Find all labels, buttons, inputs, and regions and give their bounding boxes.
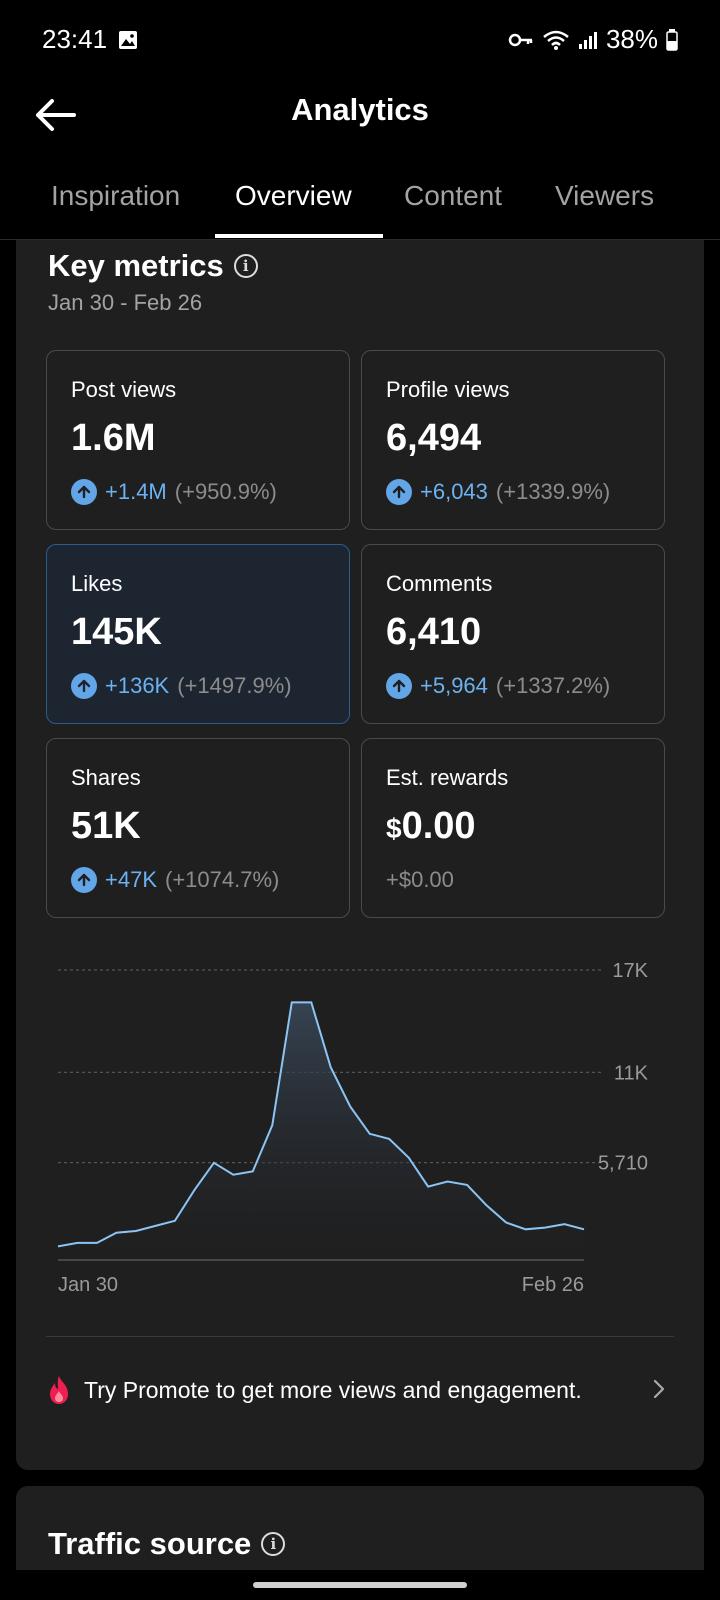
arrow-up-icon [71, 867, 97, 893]
metric-comments[interactable]: Comments 6,410 +5,964 (+1337.2%) [361, 544, 665, 724]
metric-change: +136K (+1497.9%) [71, 673, 292, 699]
metric-value: 6,494 [386, 417, 482, 459]
vpn-key-icon [508, 33, 533, 46]
metric-label: Est. rewards [386, 765, 509, 790]
battery-icon [666, 28, 678, 51]
y-tick-label: 17K [612, 960, 648, 982]
tab-bar: Inspiration Overview Content Viewers F [0, 160, 720, 240]
change-absolute: +47K [105, 867, 157, 892]
metric-profile-views[interactable]: Profile views 6,494 +6,043 (+1339.9%) [361, 350, 665, 530]
y-tick-label: 11K [614, 1062, 649, 1084]
traffic-source-title: Traffic source [48, 1526, 252, 1561]
metric-likes[interactable]: Likes 145K +136K (+1497.9%) [46, 544, 350, 724]
status-time: 23:41 [42, 24, 108, 54]
metric-est-rewards[interactable]: Est. rewards $0.00 +$0.00 [361, 738, 665, 918]
metric-value: 145K [71, 611, 162, 653]
home-gesture-handle[interactable] [253, 1582, 467, 1588]
app-header: Analytics [0, 80, 720, 160]
change-percent: (+1337.2%) [495, 673, 611, 698]
back-arrow-icon [36, 99, 76, 131]
metric-label: Likes [71, 571, 123, 596]
traffic-source-heading: Traffic source i [48, 1526, 286, 1562]
tab-fade [650, 160, 720, 239]
tab-content[interactable]: Content [404, 180, 503, 211]
arrow-up-icon [386, 479, 412, 505]
gallery-notification-icon [119, 31, 137, 49]
metric-change: +5,964 (+1337.2%) [386, 673, 610, 699]
tab-viewers[interactable]: Viewers [555, 180, 655, 211]
key-metrics-card: Key metrics i Jan 30 - Feb 26 Post views… [16, 240, 704, 1470]
active-tab-indicator [215, 234, 383, 238]
change-percent: (+1339.9%) [495, 479, 611, 504]
chart-series-line [57, 1001, 585, 1248]
back-button[interactable] [30, 90, 80, 140]
metric-change: +47K (+1074.7%) [71, 867, 279, 893]
change-percent: (+950.9%) [174, 479, 277, 504]
wifi-icon [543, 30, 569, 50]
status-indicators: 38% [508, 24, 678, 55]
arrow-up-icon [71, 673, 97, 699]
system-nav-bar [0, 1570, 720, 1600]
key-metrics-title: Key metrics [48, 248, 224, 283]
metric-label: Post views [71, 377, 177, 402]
change-absolute: +6,043 [420, 479, 488, 504]
metric-value: 6,410 [386, 611, 482, 653]
change-absolute: +5,964 [420, 673, 488, 698]
metric-change: +$0.00 [386, 867, 454, 893]
metric-value: $0.00 [386, 805, 476, 848]
change-absolute: +1.4M [105, 479, 167, 504]
key-metrics-heading: Key metrics i [48, 248, 258, 284]
arrow-up-icon [71, 479, 97, 505]
tab-inspiration[interactable]: Inspiration [51, 180, 181, 211]
metric-label: Comments [386, 571, 493, 596]
promote-text: Try Promote to get more views and engage… [84, 1376, 582, 1403]
arrow-up-icon [386, 673, 412, 699]
change-absolute: +$0.00 [386, 867, 454, 892]
status-bar: 23:41 38% [0, 0, 720, 80]
tab-overview[interactable]: Overview [235, 180, 352, 211]
x-tick-label: Feb 26 [522, 1274, 584, 1296]
metric-shares[interactable]: Shares 51K +47K (+1074.7%) [46, 738, 350, 918]
likes-chart[interactable]: 17K 11K 5,710 Jan 30 Feb 26 [16, 940, 704, 1310]
currency-symbol: $ [386, 813, 402, 844]
reward-amount: 0.00 [401, 805, 476, 847]
chart-area-fill [58, 1002, 584, 1260]
metric-change: +1.4M (+950.9%) [71, 479, 277, 505]
battery-percent: 38% [605, 24, 658, 54]
metric-label: Shares [71, 765, 141, 790]
info-icon[interactable]: i [261, 1532, 286, 1556]
metric-value: 51K [71, 805, 141, 847]
change-percent: (+1074.7%) [165, 867, 280, 892]
metric-post-views[interactable]: Post views 1.6M +1.4M (+950.9%) [46, 350, 350, 530]
chevron-right-icon [653, 1379, 665, 1399]
y-tick-label: 5,710 [598, 1153, 648, 1175]
page-title: Analytics [291, 92, 429, 127]
signal-icon [578, 31, 597, 49]
metric-label: Profile views [386, 377, 510, 402]
divider [46, 1336, 674, 1337]
change-absolute: +136K [105, 673, 170, 698]
date-range: Jan 30 - Feb 26 [48, 290, 203, 315]
metric-value: 1.6M [71, 417, 156, 459]
metric-change: +6,043 (+1339.9%) [386, 479, 610, 505]
x-tick-label: Jan 30 [58, 1274, 118, 1296]
promote-banner[interactable]: Try Promote to get more views and engage… [46, 1360, 674, 1420]
flame-icon [50, 1376, 68, 1404]
info-icon[interactable]: i [233, 254, 258, 278]
change-percent: (+1497.9%) [177, 673, 292, 698]
